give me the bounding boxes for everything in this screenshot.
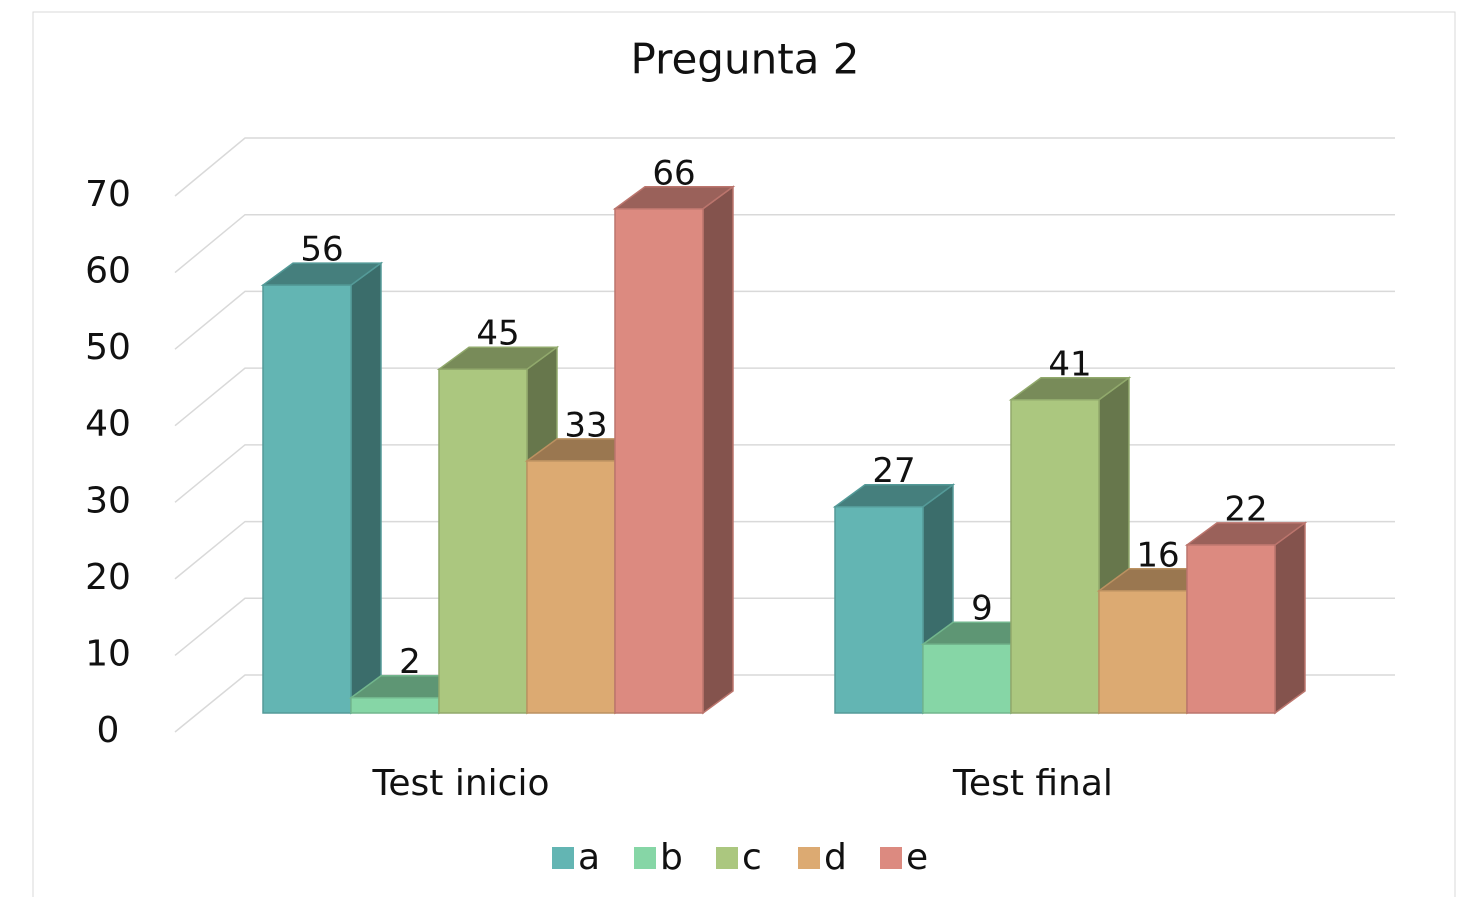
bar-side [1274,521,1306,715]
legend-swatch [634,847,656,869]
y-tick-label: 0 [97,710,120,751]
bar [1186,544,1276,714]
bar [438,368,528,714]
data-label: 2 [399,642,421,682]
legend-swatch [552,847,574,869]
bar [834,505,924,714]
data-label: 66 [652,153,695,193]
legend-label: d [824,837,847,878]
data-label: 45 [476,314,519,354]
legend-label: e [906,837,928,878]
legend-swatch [798,847,820,869]
bar-side [350,261,382,715]
bar [526,460,616,714]
grid-line [174,367,1395,427]
chart-frame [32,11,1456,897]
y-tick-label: 60 [85,251,131,292]
legend-swatch [880,847,902,869]
y-tick-label: 20 [85,557,131,598]
data-label: 56 [300,230,343,270]
y-tick-label: 10 [85,633,131,674]
legend-label: c [742,837,762,878]
bar [922,643,1012,714]
bar [614,208,704,714]
data-label: 27 [872,451,915,491]
y-tick-label: 40 [85,404,131,445]
legend-label: b [660,837,683,878]
data-label: 9 [971,589,993,629]
bar [262,284,352,714]
bar [1010,399,1100,714]
bar [350,696,440,714]
y-tick-label: 30 [85,480,131,521]
grid-line [174,290,1395,350]
data-label: 22 [1224,489,1267,529]
data-label: 16 [1136,535,1179,575]
legend-label: a [578,837,600,878]
bar-side [702,185,734,715]
data-label: 41 [1048,344,1091,384]
grid-line [174,213,1395,274]
data-label: 33 [564,405,607,445]
x-tick-label: Test inicio [372,763,550,804]
bar [1098,590,1188,714]
chart-title: Pregunta 2 [631,35,860,84]
grid-line [174,137,1395,197]
y-tick-label: 50 [85,327,131,368]
x-tick-label: Test final [952,763,1113,804]
y-tick-label: 70 [85,174,131,215]
legend-swatch [716,847,738,869]
